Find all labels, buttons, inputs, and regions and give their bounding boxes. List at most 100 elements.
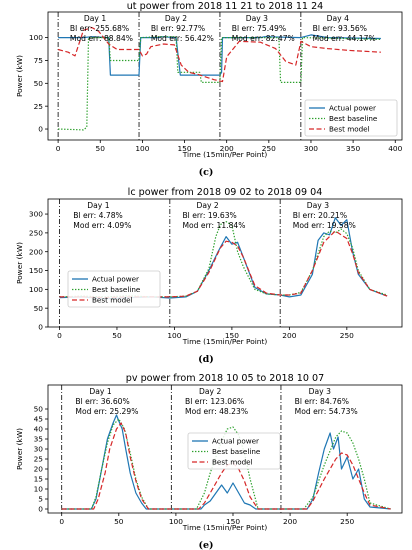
y-tick-label: 0 — [38, 323, 43, 332]
y-tick-label: 15 — [34, 475, 44, 484]
x-tick-label: 50 — [96, 144, 106, 153]
y-tick-label: 40 — [34, 425, 44, 434]
x-tick-label: 200 — [220, 144, 234, 153]
y-tick-label: 200 — [29, 247, 43, 256]
error-annotation: Bl err: 92.77% — [151, 24, 205, 33]
series-line-best-model — [59, 230, 388, 299]
legend-box — [304, 99, 398, 137]
legend-label: Actual power — [212, 437, 259, 446]
x-axis-label: Time (15min/Per Point) — [182, 337, 268, 346]
x-tick-label: 150 — [226, 517, 240, 526]
x-tick-label: 150 — [225, 331, 239, 340]
error-annotation: Mod err: 11.84% — [182, 221, 245, 230]
x-tick-label: 200 — [283, 517, 297, 526]
error-annotation: Mod err: 56.42% — [151, 34, 214, 43]
x-tick-label: 250 — [340, 331, 354, 340]
day-label: Day 2 — [196, 201, 218, 210]
legend-box — [187, 432, 281, 470]
error-annotation: Bl err: 19.63% — [182, 211, 236, 220]
day-label: Day 4 — [327, 14, 349, 23]
y-axis-label: Power (kW) — [15, 55, 24, 97]
chart-d: lc power from 2018 09 02 to 2018 09 04 0 5… — [15, 187, 403, 365]
day-label: Day 1 — [87, 201, 109, 210]
y-tick-label: 100 — [29, 33, 43, 42]
day-label: Day 2 — [199, 387, 221, 396]
error-annotation: Bl err: 4.78% — [73, 211, 122, 220]
series-line-actual-power — [59, 217, 388, 300]
error-annotation: Bl err: 75.49% — [232, 24, 286, 33]
x-tick-label: 100 — [167, 331, 181, 340]
y-tick-label: 0 — [38, 505, 43, 514]
day-label: Day 3 — [246, 14, 268, 23]
y-tick-label: 45 — [34, 415, 44, 424]
y-tick-label: 20 — [34, 465, 44, 474]
y-tick-label: 50 — [34, 405, 44, 414]
y-tick-label: 0 — [38, 125, 43, 134]
y-tick-label: 300 — [29, 210, 43, 219]
x-tick-label: 50 — [114, 517, 124, 526]
error-annotation: Mod err: 44.17% — [313, 34, 376, 43]
error-annotation: Bl err: 36.60% — [75, 397, 129, 406]
x-tick-label: 100 — [169, 517, 183, 526]
error-annotation: Mod err: 25.29% — [75, 407, 138, 416]
series-line-best-model — [57, 26, 381, 83]
series-line-actual-power — [58, 34, 381, 76]
series-line-best-baseline — [59, 221, 388, 298]
x-tick-label: 150 — [177, 144, 191, 153]
legend-label: Best baseline — [212, 447, 261, 456]
y-axis-label: Power (kW) — [15, 242, 24, 284]
x-tick-label: 100 — [135, 144, 149, 153]
error-annotation: Mod err: 48.23% — [185, 407, 248, 416]
series-line-best-baseline — [61, 418, 391, 510]
day-label: Day 3 — [309, 387, 331, 396]
error-annotation: Mod err: 54.73% — [295, 407, 358, 416]
x-axis-label: Time (15min/Per Point) — [182, 523, 268, 532]
series-line-best-baseline — [58, 36, 381, 131]
y-tick-label: 35 — [34, 435, 44, 444]
y-tick-label: 50 — [34, 304, 44, 313]
y-tick-label: 250 — [29, 228, 43, 237]
error-annotation: Bl err: 84.76% — [295, 397, 349, 406]
x-tick-label: 350 — [346, 144, 360, 153]
x-tick-label: 250 — [262, 144, 276, 153]
x-tick-label: 0 — [59, 517, 64, 526]
plot-frame — [47, 198, 403, 328]
y-tick-label: 100 — [29, 285, 43, 294]
x-tick-label: 50 — [112, 331, 122, 340]
chart-title: pv power from 2018 10 05 to 2018 10 07 — [126, 373, 325, 384]
chart-c: ut power from 2018 11 21 to 2018 11 24 0 5… — [15, 1, 403, 178]
x-tick-label: 400 — [388, 144, 402, 153]
panel-label: (d) — [198, 354, 214, 365]
x-tick-label: 200 — [282, 331, 296, 340]
y-axis-label: Power (kW) — [15, 428, 24, 470]
x-axis-label: Time (15min/Per Point) — [182, 150, 268, 159]
legend-label: Actual power — [329, 104, 376, 113]
y-tick-label: 50 — [34, 79, 44, 88]
chart-title: lc power from 2018 09 02 to 2018 09 04 — [128, 187, 323, 198]
day-label: Day 1 — [84, 14, 106, 23]
error-annotation: Mod err: 82.47% — [232, 34, 295, 43]
chart-e: pv power from 2018 10 05 to 2018 10 070 5… — [15, 373, 403, 550]
legend-label: Actual power — [92, 275, 139, 284]
legend-box — [67, 270, 161, 308]
day-label: Day 1 — [89, 387, 111, 396]
error-annotation: Bl err: 93.56% — [313, 24, 367, 33]
legend-label: Best model — [329, 125, 370, 134]
day-label: Day 2 — [165, 14, 187, 23]
legend-label: Best baseline — [92, 285, 141, 294]
error-annotation: Bl err: 255.68% — [70, 24, 129, 33]
legend-label: Best baseline — [329, 114, 378, 123]
error-annotation: Bl err: 123.06% — [185, 397, 244, 406]
y-tick-label: 10 — [34, 485, 44, 494]
y-tick-label: 25 — [34, 455, 44, 464]
panel-label: (c) — [199, 167, 214, 178]
error-annotation: Bl err: 20.21% — [293, 211, 347, 220]
x-tick-label: 0 — [57, 331, 62, 340]
x-tick-label: 250 — [340, 517, 354, 526]
y-tick-label: 5 — [38, 495, 43, 504]
legend-label: Best model — [212, 458, 253, 467]
y-tick-label: 25 — [34, 102, 44, 111]
error-annotation: Mod err: 88.84% — [70, 34, 133, 43]
